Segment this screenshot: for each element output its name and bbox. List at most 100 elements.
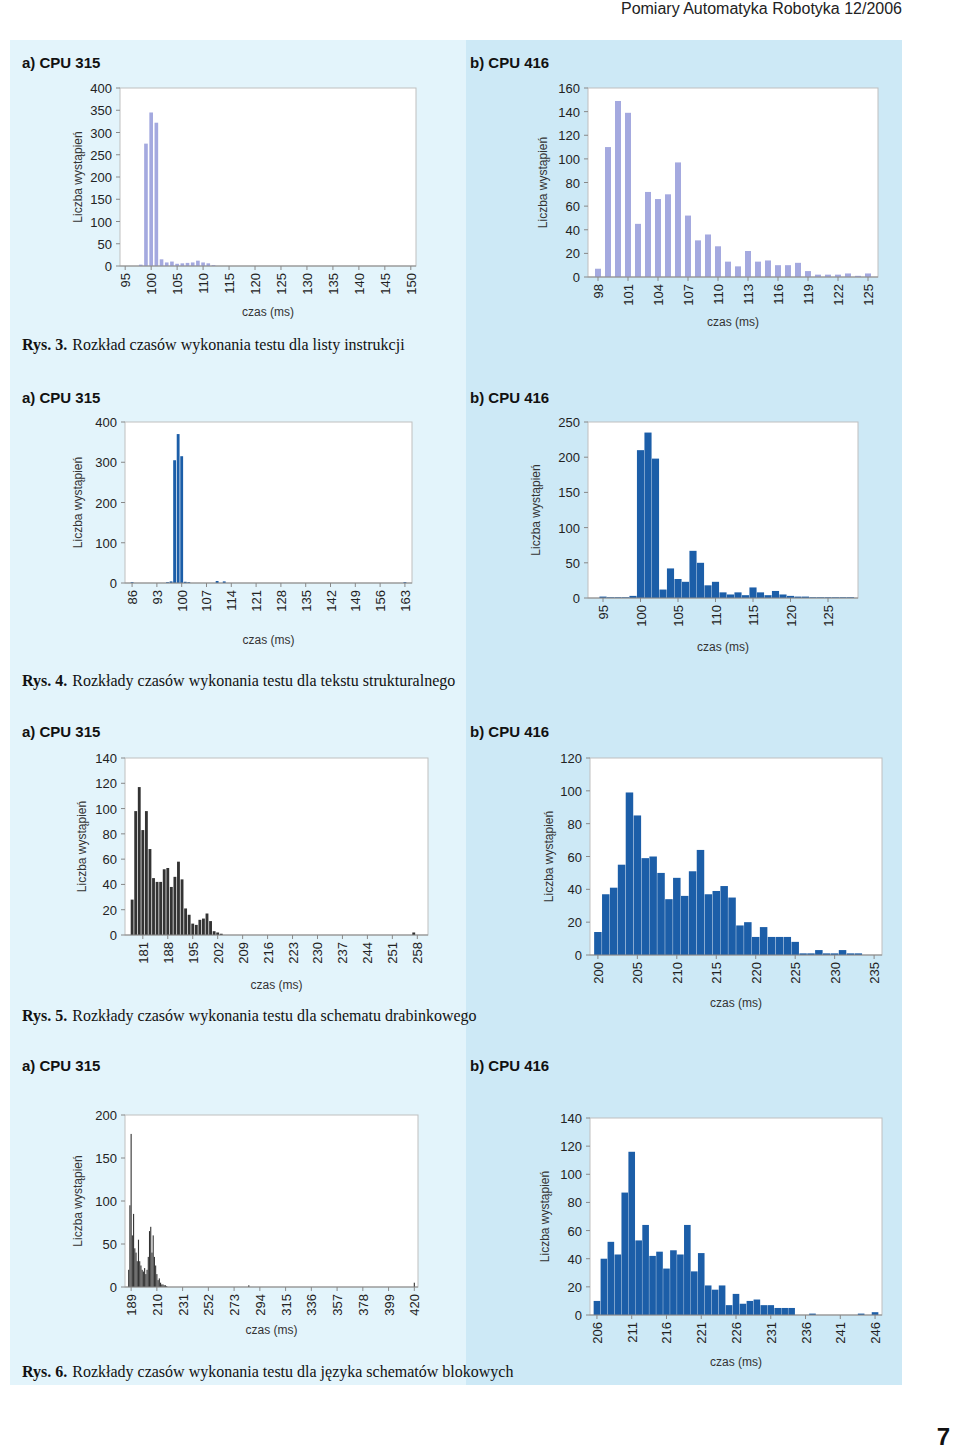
bar	[625, 113, 631, 277]
bar	[160, 1283, 161, 1287]
bar	[685, 216, 691, 277]
y-tick-label: 200	[95, 496, 117, 511]
bar	[143, 1272, 144, 1287]
bar	[156, 1274, 157, 1287]
y-tick-label: 150	[95, 1151, 117, 1166]
y-tick	[584, 88, 588, 89]
bar	[595, 269, 601, 277]
y-tick	[121, 935, 125, 936]
y-axis-label: Liczba wystąpień	[71, 131, 85, 222]
bar	[728, 898, 735, 955]
plot-area	[120, 88, 416, 266]
x-tick-label: 125	[861, 284, 876, 306]
x-tick	[181, 583, 182, 587]
y-axis-label: Liczba wystąpień	[75, 801, 89, 892]
x-axis-line	[588, 277, 878, 278]
bar	[160, 259, 164, 266]
y-tick-label: 120	[560, 751, 582, 766]
x-tick-label: 210	[150, 1294, 165, 1316]
y-tick	[586, 1202, 590, 1203]
bar	[734, 592, 741, 598]
x-tick-label: 225	[788, 962, 803, 984]
bar	[749, 587, 756, 598]
bar	[682, 582, 689, 598]
bar	[158, 1280, 159, 1287]
bar	[712, 1290, 719, 1315]
bars	[139, 112, 215, 266]
bar	[689, 871, 696, 955]
y-tick	[584, 562, 588, 563]
x-axis-line	[125, 583, 412, 584]
x-tick-label: 246	[868, 1322, 883, 1344]
x-axis-line	[120, 266, 416, 267]
bars	[128, 1134, 415, 1287]
y-tick	[116, 88, 120, 89]
bar	[149, 1231, 150, 1287]
bar	[166, 868, 169, 935]
bars	[131, 787, 415, 935]
bar	[181, 879, 184, 935]
bar	[673, 878, 680, 955]
y-tick	[584, 492, 588, 493]
x-tick-label: 122	[831, 284, 846, 306]
x-tick	[384, 266, 385, 270]
y-tick	[116, 243, 120, 244]
caption-text: Rozkład czasów wykonania testu dla listy…	[72, 336, 405, 354]
y-tick	[121, 1201, 125, 1202]
bar	[795, 263, 801, 277]
y-tick	[584, 253, 588, 254]
bar	[209, 921, 212, 935]
y-tick-label: 0	[110, 1280, 117, 1295]
bar	[667, 568, 674, 598]
bar	[637, 450, 644, 598]
bar	[719, 1285, 726, 1315]
x-tick	[874, 955, 875, 959]
x-tick-label: 216	[659, 1322, 674, 1344]
bar	[195, 925, 198, 935]
plot-area	[125, 758, 428, 935]
x-tick	[355, 583, 356, 587]
bar	[142, 1270, 143, 1287]
y-tick	[121, 833, 125, 834]
bar	[675, 162, 681, 277]
x-tick-label: 142	[324, 590, 339, 612]
bar	[165, 262, 169, 266]
bar	[674, 579, 681, 598]
x-tick-label: 230	[310, 942, 325, 964]
y-axis-label: Liczba wystąpień	[71, 1155, 85, 1246]
y-tick-label: 80	[566, 176, 580, 191]
x-tick	[358, 266, 359, 270]
x-tick-label: 241	[833, 1322, 848, 1344]
y-tick-label: 200	[558, 450, 580, 465]
y-tick-label: 150	[90, 192, 112, 207]
y-tick	[121, 1287, 125, 1288]
x-tick	[715, 598, 716, 602]
bar	[697, 850, 704, 955]
chart-title: b) CPU 416	[470, 1057, 549, 1074]
y-tick	[586, 790, 590, 791]
bar	[135, 1253, 136, 1287]
y-axis-label: Liczba wystąpień	[71, 457, 85, 548]
caption-text: Rozkłady czasów wykonania testu dla teks…	[72, 672, 455, 690]
bar	[784, 937, 791, 955]
x-tick-label: 110	[196, 273, 211, 294]
bar	[213, 931, 216, 935]
x-tick-label: 181	[136, 942, 151, 964]
x-tick	[337, 1287, 338, 1291]
bar	[715, 246, 721, 277]
bar	[206, 914, 209, 935]
bar	[152, 878, 155, 935]
x-tick-label: 135	[326, 273, 341, 295]
bar	[649, 1256, 656, 1315]
bar	[150, 1227, 151, 1287]
x-axis-label: czas (ms)	[246, 1323, 298, 1337]
bar	[845, 273, 851, 277]
x-tick	[753, 598, 754, 602]
bars	[594, 1152, 879, 1315]
bar	[170, 262, 174, 266]
y-tick	[584, 111, 588, 112]
plot-area	[590, 758, 882, 955]
x-tick-label: 205	[630, 962, 645, 984]
x-tick	[267, 935, 268, 939]
x-tick	[875, 1315, 876, 1319]
